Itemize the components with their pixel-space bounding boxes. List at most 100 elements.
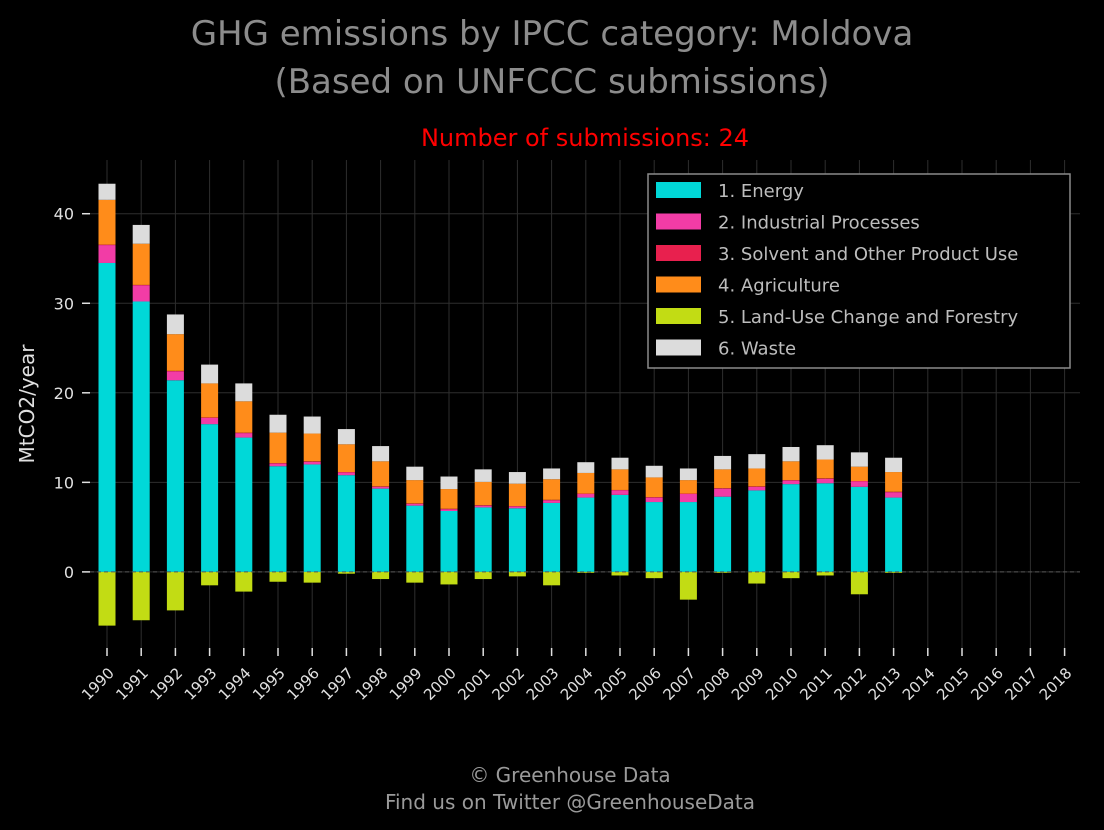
bar-s2-1991 xyxy=(132,285,150,302)
bar-s5-1998 xyxy=(372,571,390,580)
bar-s3-2001 xyxy=(474,505,492,506)
legend-label-4: 4. Agriculture xyxy=(718,276,840,297)
bar-s4-2004 xyxy=(577,472,595,494)
x-tick-label-1991: 1991 xyxy=(112,664,152,704)
bar-s2-1999 xyxy=(406,503,424,506)
bar-s4-2012 xyxy=(850,466,868,482)
chart-title-line2: (Based on UNFCCC submissions) xyxy=(274,62,830,102)
bar-s1-2001 xyxy=(474,507,492,572)
bar-s1-1992 xyxy=(166,380,184,572)
bar-s1-2002 xyxy=(508,508,526,572)
bar-s6-1998 xyxy=(372,446,390,462)
legend: 1. Energy 2. Industrial Processes 3. Solve… xyxy=(647,173,1071,369)
bar-s6-2002 xyxy=(508,472,526,484)
x-tick-label-1997: 1997 xyxy=(317,664,357,704)
bar-s4-2006 xyxy=(645,477,663,498)
bar-s3-2011 xyxy=(816,478,834,479)
bar-s3-2012 xyxy=(850,481,868,482)
bar-s4-1990 xyxy=(98,199,116,245)
bar-s1-1995 xyxy=(269,466,287,572)
bar-s2-2009 xyxy=(748,486,766,491)
bar-s3-2002 xyxy=(508,506,526,507)
bar-s2-1998 xyxy=(372,486,390,489)
bar-s3-1993 xyxy=(201,417,219,418)
bar-s6-2009 xyxy=(748,454,766,469)
bar-s4-1992 xyxy=(166,334,184,371)
bar-s3-1997 xyxy=(337,472,355,473)
bar-s5-2000 xyxy=(440,571,458,585)
bar-s6-1990 xyxy=(98,183,116,200)
x-tick-label-2012: 2012 xyxy=(830,664,870,704)
x-tick-label-2016: 2016 xyxy=(967,664,1007,704)
bar-s2-1993 xyxy=(201,417,219,425)
chart-subtitle: Number of submissions: 24 xyxy=(420,124,750,152)
bar-s5-2006 xyxy=(645,571,663,579)
x-tick-label-1992: 1992 xyxy=(146,664,186,704)
bars xyxy=(98,183,903,626)
y-tick-labels: 0 10 20 30 40 xyxy=(54,205,74,582)
bar-s5-2004 xyxy=(577,571,595,573)
bar-s3-2004 xyxy=(577,493,595,495)
bar-s1-2003 xyxy=(543,502,561,572)
bar-s5-2012 xyxy=(850,571,868,595)
bar-s3-2010 xyxy=(782,480,800,481)
bar-s2-1996 xyxy=(303,461,321,465)
bar-s2-1995 xyxy=(269,463,287,467)
bar-s5-2011 xyxy=(816,571,834,576)
bar-s5-1990 xyxy=(98,571,116,626)
legend-label-5: 5. Land-Use Change and Forestry xyxy=(718,307,1018,328)
bar-s6-2010 xyxy=(782,446,800,462)
bar-s5-2003 xyxy=(543,571,561,586)
bar-s1-1991 xyxy=(132,301,150,572)
bar-s6-2013 xyxy=(885,457,903,473)
bar-s1-2011 xyxy=(816,483,834,572)
bar-s6-2003 xyxy=(543,468,561,480)
x-tick-label-2002: 2002 xyxy=(488,664,528,704)
x-tick-label-1995: 1995 xyxy=(249,664,289,704)
y-tick-label-2: 20 xyxy=(54,384,74,403)
bar-s3-1994 xyxy=(235,432,253,434)
x-tick-label-1994: 1994 xyxy=(215,664,255,704)
bar-s5-2005 xyxy=(611,571,629,576)
bar-s5-2013 xyxy=(885,571,903,573)
bar-s1-1997 xyxy=(337,475,355,572)
bar-s1-1999 xyxy=(406,505,424,572)
y-tick-label-4: 40 xyxy=(54,205,74,224)
bar-s1-2006 xyxy=(645,502,663,572)
bar-s6-1993 xyxy=(201,364,219,384)
bar-s3-2006 xyxy=(645,497,663,498)
y-tick-label-0: 0 xyxy=(64,563,74,582)
bar-s1-2009 xyxy=(748,490,766,572)
bar-s4-1997 xyxy=(337,444,355,473)
bar-s3-1999 xyxy=(406,503,424,504)
x-tick-label-2017: 2017 xyxy=(1001,664,1041,704)
bar-s3-1991 xyxy=(132,284,150,286)
legend-label-6: 6. Waste xyxy=(718,339,796,360)
bar-s5-2009 xyxy=(748,571,766,584)
bar-s3-2013 xyxy=(885,491,903,493)
x-tick-label-1999: 1999 xyxy=(386,664,426,704)
bar-s4-1999 xyxy=(406,480,424,504)
bar-s5-1997 xyxy=(337,571,355,574)
x-tick-label-2011: 2011 xyxy=(796,664,836,704)
bar-s2-2011 xyxy=(816,478,834,484)
legend-box xyxy=(647,173,1071,369)
bar-s1-1990 xyxy=(98,262,116,572)
bar-s4-2003 xyxy=(543,479,561,500)
bar-s2-2004 xyxy=(577,493,595,498)
bar-s1-2013 xyxy=(885,497,903,572)
bar-s1-1993 xyxy=(201,424,219,572)
bar-s6-1991 xyxy=(132,224,150,244)
x-tick-label-2009: 2009 xyxy=(728,664,768,704)
bar-s1-1998 xyxy=(372,488,390,572)
x-tick-label-2006: 2006 xyxy=(625,664,665,704)
bar-s6-2007 xyxy=(679,468,697,481)
bar-s2-2010 xyxy=(782,480,800,485)
legend-label-2: 2. Industrial Processes xyxy=(718,213,920,234)
bar-s6-1995 xyxy=(269,414,287,433)
bar-s6-1997 xyxy=(337,429,355,445)
bar-s4-2000 xyxy=(440,489,458,509)
legend-swatch-4 xyxy=(656,276,701,293)
bar-s2-2006 xyxy=(645,497,663,503)
bar-s1-2000 xyxy=(440,511,458,572)
